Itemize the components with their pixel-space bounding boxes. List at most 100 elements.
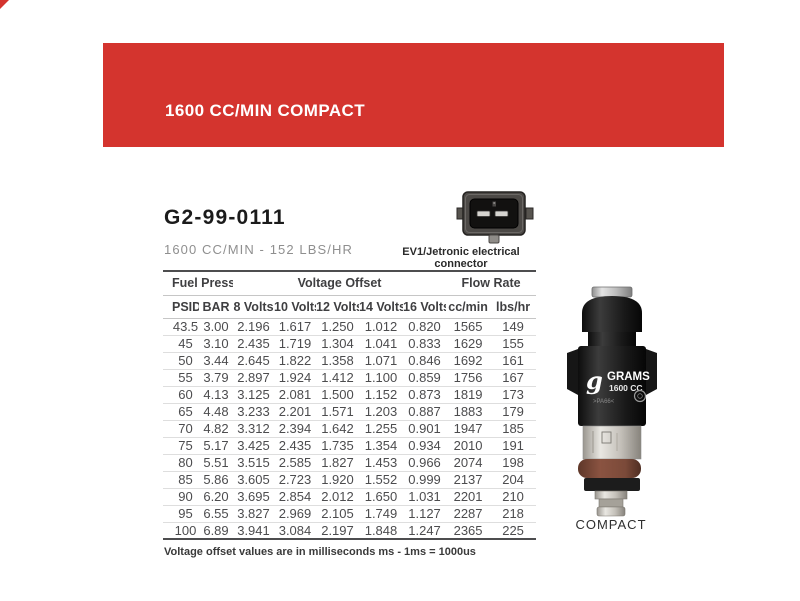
table-row: 90 6.20 3.695 2.854 2.012 1.650 1.031 2201 210 xyxy=(163,488,537,506)
table-cell: 1.719 xyxy=(274,335,316,353)
header-banner: 1600 CC/MIN COMPACT xyxy=(103,43,724,147)
table-cell: 3.233 xyxy=(233,403,274,421)
table-cell: 6.89 xyxy=(203,522,229,538)
table-row: 80 5.51 3.515 2.585 1.827 1.453 0.966 2074 198 xyxy=(163,454,537,472)
table-cell: 2365 xyxy=(453,522,483,538)
table-cell: 1819 xyxy=(446,386,491,404)
table-cell: 1.571 xyxy=(316,403,359,421)
table-cell: 2.012 xyxy=(316,488,359,506)
table-row: 70 4.82 3.312 2.394 1.642 1.255 0.901 1947 185 xyxy=(163,420,537,438)
table-cell: 3.695 xyxy=(233,488,274,506)
injector-logo-g-icon: g xyxy=(586,366,603,395)
table-cell: 1.247 xyxy=(408,522,441,538)
table-cell: 1565 xyxy=(446,318,491,336)
table-cell: 0.999 xyxy=(403,471,447,489)
table-cell: 2.854 xyxy=(274,488,316,506)
table-cell: 5.86 xyxy=(199,471,233,489)
table-row: 55 3.79 2.897 1.924 1.412 1.100 0.859 1756 167 xyxy=(163,369,537,387)
table-cell: 225 xyxy=(502,522,524,538)
table-cell: 2.394 xyxy=(274,420,316,438)
table-cell: 1947 xyxy=(446,420,491,438)
table-group-header: Flow Rate xyxy=(446,271,537,296)
table-cell: 1.827 xyxy=(316,454,359,472)
table-cell: 3.605 xyxy=(233,471,274,489)
table-cell: 1.650 xyxy=(359,488,403,506)
table-cell: 0.934 xyxy=(403,437,447,455)
table-cell: 191 xyxy=(490,437,537,455)
table-cell: 2.435 xyxy=(233,335,274,353)
table-cell: 1.012 xyxy=(359,318,403,336)
table-cell: 1.749 xyxy=(359,505,403,523)
table-cell: 1.642 xyxy=(316,420,359,438)
table-cell: 0.887 xyxy=(403,403,447,421)
table-column-header: lbs/hr xyxy=(490,295,537,319)
table-row: 65 4.48 3.233 2.201 1.571 1.203 0.887 1883 179 xyxy=(163,403,537,421)
table-cell: 179 xyxy=(490,403,537,421)
table-cell: 0.833 xyxy=(403,335,447,353)
table-cell: 1.100 xyxy=(359,369,403,387)
table-cell: 1.735 xyxy=(316,437,359,455)
table-row: 95 6.55 3.827 2.969 2.105 1.749 1.127 2287 218 xyxy=(163,505,537,523)
table-cell: 3.00 xyxy=(199,318,233,336)
table-column-header: 8 Volts xyxy=(233,295,274,319)
table-cell: 45 xyxy=(163,335,199,353)
table-cell: 155 xyxy=(490,335,537,353)
voltage-offset-footnote: Voltage offset values are in millisecond… xyxy=(164,546,476,558)
table-cell: 4.48 xyxy=(199,403,233,421)
table-cell: 60 xyxy=(163,386,199,404)
page-title: 1600 CC/MIN COMPACT xyxy=(165,101,365,120)
table-row: 50 3.44 2.645 1.822 1.358 1.071 0.846 1692 161 xyxy=(163,352,537,370)
table-cell: 2010 xyxy=(446,437,491,455)
table-cell: 95 xyxy=(163,505,199,523)
table-cell: 0.966 xyxy=(403,454,447,472)
table-column-header: BAR xyxy=(199,295,233,319)
table-cell: 2.723 xyxy=(274,471,316,489)
table-column-header: 16 Volts xyxy=(403,295,447,319)
table-cell: 1.552 xyxy=(359,471,403,489)
table-cell: 198 xyxy=(490,454,537,472)
table-row: 100 6.89 3.941 3.084 2.197 1.848 1.247 2365 225 xyxy=(163,522,536,539)
table-cell: 0.859 xyxy=(403,369,447,387)
table-cell: 2287 xyxy=(446,505,491,523)
table-cell: 0.846 xyxy=(403,352,447,370)
table-cell: 55 xyxy=(163,369,199,387)
injector-model: 1600 CC xyxy=(609,383,643,393)
table-cell: 2.435 xyxy=(274,437,316,455)
table-cell: 218 xyxy=(490,505,537,523)
injector-marking: >PA66< xyxy=(593,399,615,405)
table-cell: 100 xyxy=(174,522,197,538)
table-cell: 43.5 xyxy=(163,318,199,336)
table-column-header: cc/min xyxy=(446,295,491,319)
table-cell: 173 xyxy=(490,386,537,404)
connector-label: EV1/Jetronic electrical connector xyxy=(402,246,520,270)
table-cell: 167 xyxy=(490,369,537,387)
table-cell: 1.358 xyxy=(316,352,359,370)
table-group-header: Voltage Offset xyxy=(233,271,447,296)
injector-image: g GRAMS 1600 CC >PA66< xyxy=(567,286,657,517)
connector-body-icon xyxy=(456,191,534,244)
table-cell: 3.79 xyxy=(199,369,233,387)
table-cell: 204 xyxy=(490,471,537,489)
table-cell: 1.041 xyxy=(359,335,403,353)
table-cell: 1883 xyxy=(446,403,491,421)
table-cell: 6.20 xyxy=(199,488,233,506)
table-cell: 2.105 xyxy=(316,505,359,523)
product-subtitle: 1600 CC/MIN - 152 LBS/HR xyxy=(164,242,353,257)
table-cell: 6.55 xyxy=(199,505,233,523)
table-cell: 1.354 xyxy=(359,437,403,455)
table-cell: 2.081 xyxy=(274,386,316,404)
table-row: 45 3.10 2.435 1.719 1.304 1.041 0.833 1629 155 xyxy=(163,335,537,353)
table-cell: 1.203 xyxy=(359,403,403,421)
table-cell: 65 xyxy=(163,403,199,421)
table-cell: 0.901 xyxy=(403,420,447,438)
table-cell: 1629 xyxy=(446,335,491,353)
table-cell: 185 xyxy=(490,420,537,438)
table-cell: 3.084 xyxy=(278,522,312,538)
table-cell: 3.312 xyxy=(233,420,274,438)
table-cell: 2.897 xyxy=(233,369,274,387)
table-cell: 85 xyxy=(163,471,199,489)
